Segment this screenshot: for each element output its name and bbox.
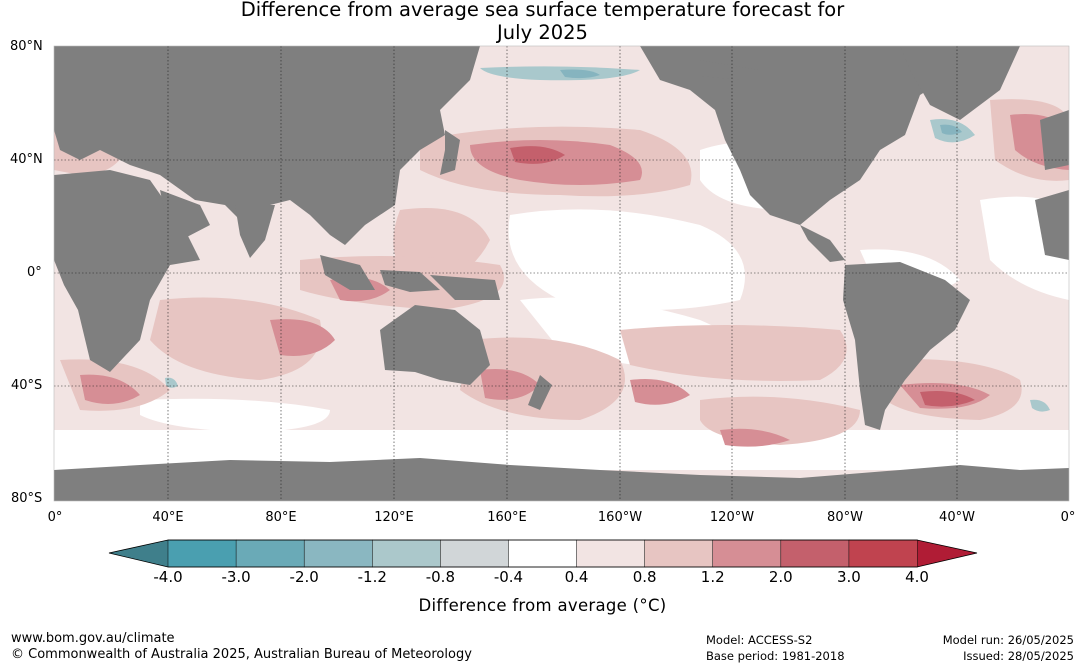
land-japan (440, 130, 460, 175)
title-line-1: Difference from average sea surface temp… (240, 0, 845, 21)
cool-regions (165, 66, 1050, 412)
land-eurasia (54, 46, 480, 245)
land-greenland (900, 46, 1020, 120)
colorbar-tick-label: -1.2 (357, 568, 387, 586)
lat-label-80s: 80°S (11, 491, 43, 506)
lat-label-40s: 40°S (11, 378, 43, 393)
footer-website: www.bom.gov.au/climate (11, 631, 175, 646)
colorbar-bin (576, 539, 646, 568)
lon-label-160e: 160°E (487, 510, 527, 525)
footer-model: Model: ACCESS-S2 (706, 633, 813, 647)
colorbar-tick-label: 1.2 (700, 568, 725, 586)
lon-label-160w: 160°W (597, 510, 643, 525)
lon-label-0-right: 0° (1060, 510, 1076, 525)
footer-model-run: Model run: 26/05/2025 (942, 633, 1074, 647)
lon-label-40e: 40°E (152, 510, 184, 525)
lon-label-120e: 120°E (374, 510, 414, 525)
land-india (235, 205, 275, 258)
sst-anomaly-map (53, 45, 1070, 502)
footer-copyright: © Commonwealth of Australia 2025, Austra… (11, 647, 472, 662)
land-australia (380, 305, 490, 385)
lon-label-120w: 120°W (709, 510, 755, 525)
colorbar-tick-label: -0.4 (493, 568, 524, 586)
colorbar-bin (712, 539, 782, 568)
colorbar-tick-label: -2.0 (289, 568, 319, 586)
land-africa (54, 170, 200, 372)
colorbar-tick-label: 0.8 (632, 568, 657, 586)
map-frame (53, 45, 1070, 502)
colorbar-over-arrow (917, 540, 977, 567)
lat-label-40n: 40°N (10, 152, 43, 167)
land-se-asia (320, 255, 375, 290)
land-north-america (640, 46, 1000, 225)
colorbar-bin (644, 539, 714, 568)
land-europe-east (1040, 110, 1069, 170)
colorbar-tick-label: 2.0 (768, 568, 793, 586)
footer-issued: Issued: 28/05/2025 (963, 649, 1074, 663)
colorbar-bin (303, 539, 374, 568)
colorbar-bin (848, 539, 918, 568)
colorbar-bin (372, 539, 442, 568)
land-africa-east (1035, 190, 1069, 260)
colorbar-tick-label: -3.0 (221, 568, 251, 586)
colorbar-tick-label: 4.0 (905, 568, 929, 586)
land-arabia (160, 190, 210, 238)
colorbar-title: Difference from average (°C) (418, 596, 667, 615)
land-antarctica (54, 458, 1069, 501)
title-line-2: July 2025 (497, 21, 588, 44)
lon-label-40w: 40°W (939, 510, 975, 525)
lat-label-80n: 80°N (10, 39, 43, 54)
colorbar-tick-label: 3.0 (836, 568, 861, 586)
colorbar-bin (235, 539, 305, 568)
colorbar-under-arrow (109, 540, 168, 567)
land-south-america (843, 262, 970, 430)
colorbar-bin (780, 539, 850, 568)
lon-label-80e: 80°E (265, 510, 297, 525)
colorbar-bin (440, 539, 510, 568)
colorbar-tick-label: 0.4 (564, 568, 589, 586)
colorbar-tick-label: -4.0 (153, 568, 183, 586)
colorbar-tick-label: -0.8 (425, 568, 455, 586)
chart-title: Difference from average sea surface temp… (0, 0, 1085, 44)
land (54, 46, 1069, 501)
colorbar-bin (508, 539, 578, 568)
lon-label-0-left: 0° (47, 510, 63, 525)
graticule (54, 46, 1069, 501)
lat-label-0: 0° (27, 265, 42, 280)
lon-label-80w: 80°W (827, 510, 863, 525)
footer-base-period: Base period: 1981-2018 (706, 649, 845, 663)
colorbar-bin (167, 539, 237, 568)
land-new-zealand (528, 375, 552, 410)
